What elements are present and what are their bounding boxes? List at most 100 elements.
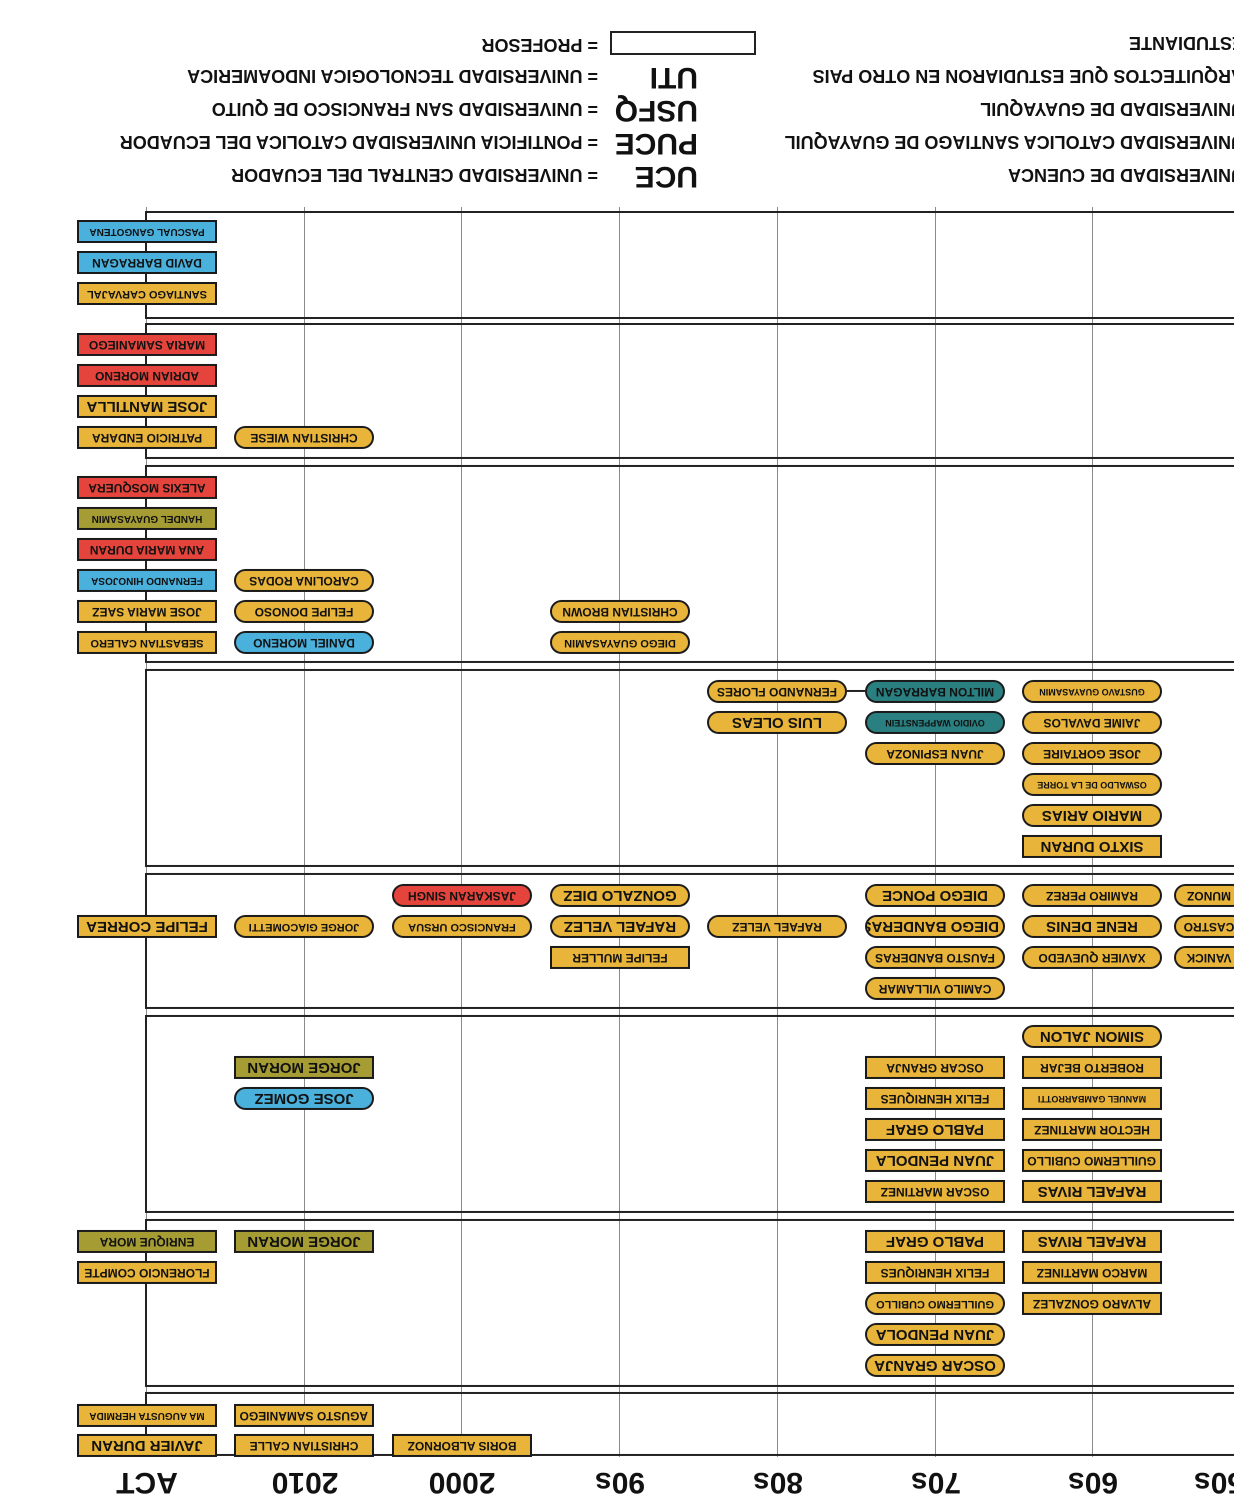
person-chip: ALEXIS MOSQUERA: [77, 476, 217, 499]
person-chip: HECTOR MARTINEZ: [1022, 1118, 1162, 1141]
decade-label-2000: 2000: [428, 1466, 496, 1499]
person-chip: OSCAR MARTINEZ: [865, 1180, 1005, 1203]
person-chip: JASKARAN SINGH: [392, 884, 532, 907]
person-chip: DIEGO BANDERAS: [865, 915, 1005, 938]
person-chip: MILTON BARRAGAN: [865, 680, 1005, 703]
person-chip: JUAN PENDOLA: [865, 1149, 1005, 1172]
person-chip: FELIX HENRIQUES: [865, 1087, 1005, 1110]
person-chip: DIEGO GUAYASAMIN: [550, 631, 690, 654]
person-chip: ALVARO GONZALEZ: [1022, 1292, 1162, 1315]
person-chip: MARIA SAMANIEGO: [77, 333, 217, 356]
person-chip: CAROLINA RODAS: [234, 569, 374, 592]
person-chip: MA AUGUSTA HERMIDA: [77, 1404, 217, 1427]
person-chip: PASCUAL GANGOTENA: [77, 220, 217, 243]
person-chip: JUAN ESPINOZA: [865, 742, 1005, 765]
person-chip: MANUEL GAMBARROTTI: [1022, 1087, 1162, 1110]
decade-label-act: ACT: [116, 1466, 178, 1499]
person-chip: ANA MARIA DURAN: [77, 538, 217, 561]
person-chip: FELIX HENRIQUES: [865, 1261, 1005, 1284]
decade-label-90s: 90s: [594, 1466, 646, 1499]
legend-code-usfq: USFQ: [614, 94, 698, 127]
person-chip: FERNANDO HINOJOSA: [77, 569, 217, 592]
person-chip: MUNOZ: [1174, 884, 1234, 907]
person-chip: RAMIRO PEREZ: [1022, 884, 1162, 907]
person-chip: FERNANDO FLORES: [707, 680, 847, 703]
legend-name-puce: = PONTIFICIA UNIVERSIDAD CATOLICA DEL EC…: [119, 132, 598, 152]
legend-left-line-1: ESTUDIANTE: [1128, 33, 1234, 53]
person-chip: JOSE MARIA SAEZ: [77, 600, 217, 623]
person-chip: CASTRO: [1174, 915, 1234, 938]
legend-name-uce: = UNIVERSIDAD CENTRAL DEL ECUADOR: [231, 165, 598, 185]
person-chip: DIEGO PONCE: [865, 884, 1005, 907]
person-chip: PABLO GRAF: [865, 1118, 1005, 1141]
person-chip: MARCO MARTINEZ: [1022, 1261, 1162, 1284]
person-chip: JOSE MANTILLA: [77, 395, 217, 418]
person-chip: GONZALO DIEZ: [550, 884, 690, 907]
decade-label-2010: 2010: [271, 1466, 339, 1499]
person-chip: SANTIAGO CARVAJAL: [77, 282, 217, 305]
person-chip: AGUSTO SAMANIEGO: [234, 1404, 374, 1427]
person-chip: DAVID BARRAGAN: [77, 251, 217, 274]
legend-left-line-2: ARQUITECTOS QUE ESTUDIARON EN OTRO PAIS: [812, 66, 1234, 86]
person-chip: FAUSTO BANDERAS: [865, 946, 1005, 969]
person-chip: RAFAEL VELEZ: [550, 915, 690, 938]
person-chip: VANICK: [1174, 946, 1234, 969]
person-chip: SIXTO DURAN: [1022, 835, 1162, 858]
person-chip: FELIPE MULLER: [550, 946, 690, 969]
legend-left-line-4: UNIVERSIDAD CATOLICA SANTIAGO DE GUAYAQU…: [784, 132, 1234, 152]
person-chip: LUIS OLEAS: [707, 711, 847, 734]
person-chip: JAIME DAVALOS: [1022, 711, 1162, 734]
person-chip: RAFAEL VELEZ: [707, 915, 847, 938]
person-chip: ROBERTO BEJAR: [1022, 1056, 1162, 1079]
person-chip: SEBASTIAN CALERO: [77, 631, 217, 654]
profesor-swatch: [610, 31, 756, 55]
person-chip: FELIPE DONOSO: [234, 600, 374, 623]
person-chip: ADRIAN MORENO: [77, 364, 217, 387]
group-panel-8: [145, 211, 1234, 319]
person-chip: JUAN PENDOLA: [865, 1323, 1005, 1346]
person-chip: CHRISTIAN WIESE: [234, 426, 374, 449]
person-chip: OSCAR GRANJA: [865, 1056, 1005, 1079]
legend-left-line-5: UNIVERSIDAD DE CUENCA: [1007, 165, 1234, 185]
person-chip: HANDEL GUAYASAMIN: [77, 507, 217, 530]
person-chip: JOSE GOMEZ: [234, 1087, 374, 1110]
person-chip: JAVIER DURAN: [77, 1434, 217, 1457]
decade-label-50s: 50s: [1193, 1466, 1234, 1499]
legend-code-uce: UCE: [634, 160, 698, 193]
person-chip: FRANCISCO URSUA: [392, 915, 532, 938]
decade-label-70s: 70s: [910, 1466, 962, 1499]
person-chip: JORGE MORAN: [234, 1056, 374, 1079]
legend-code-uti: UTI: [649, 61, 698, 94]
person-chip: XAVIER QUEVEDO: [1022, 946, 1162, 969]
connector-line: [847, 690, 865, 692]
person-chip: RAFAEL RIVAS: [1022, 1230, 1162, 1253]
person-chip: SIMON JALON: [1022, 1025, 1162, 1048]
person-chip: OSCAR GRANJA: [865, 1354, 1005, 1377]
person-chip: RENE DENIS: [1022, 915, 1162, 938]
decade-label-60s: 60s: [1067, 1466, 1119, 1499]
legend-left-line-3: UNIVERSIDAD DE GUAYAQUIL: [980, 99, 1234, 119]
person-chip: PABLO GRAF: [865, 1230, 1005, 1253]
person-chip: OVIDIO WAPPENSTEIN: [865, 711, 1005, 734]
legend-code-puce: PUCE: [614, 127, 698, 160]
person-chip: CAMILO VILLAMAR: [865, 977, 1005, 1000]
person-chip: MARIO ARIAS: [1022, 804, 1162, 827]
decade-label-80s: 80s: [752, 1466, 804, 1499]
person-chip: GUSTAVO GUAYASAMIN: [1022, 680, 1162, 703]
person-chip: FELIPE CORREA: [77, 915, 217, 938]
person-chip: PATRICIO ENDARA: [77, 426, 217, 449]
person-chip: JORGE MORAN: [234, 1230, 374, 1253]
person-chip: JORGE GIACOMETTI: [234, 915, 374, 938]
legend-name-uti: = UNIVERSIDAD TECNOLOGICA INDOAMERICA: [187, 66, 598, 86]
person-chip: JOSE GORTAIRE: [1022, 742, 1162, 765]
legend-profesor: = PROFESOR: [481, 35, 598, 55]
person-chip: OSWALDO DE LA TORRE: [1022, 773, 1162, 796]
person-chip: BORIS ALBORNOZ: [392, 1434, 532, 1457]
person-chip: RAFAEL RIVAS: [1022, 1180, 1162, 1203]
person-chip: ENRIQUE MORA: [77, 1230, 217, 1253]
person-chip: DANIEL MORENO: [234, 631, 374, 654]
person-chip: FLORENCIO COMPTE: [77, 1261, 217, 1284]
person-chip: CHRISTIAN CALLE: [234, 1434, 374, 1457]
person-chip: CHRISTIAN BROWN: [550, 600, 690, 623]
